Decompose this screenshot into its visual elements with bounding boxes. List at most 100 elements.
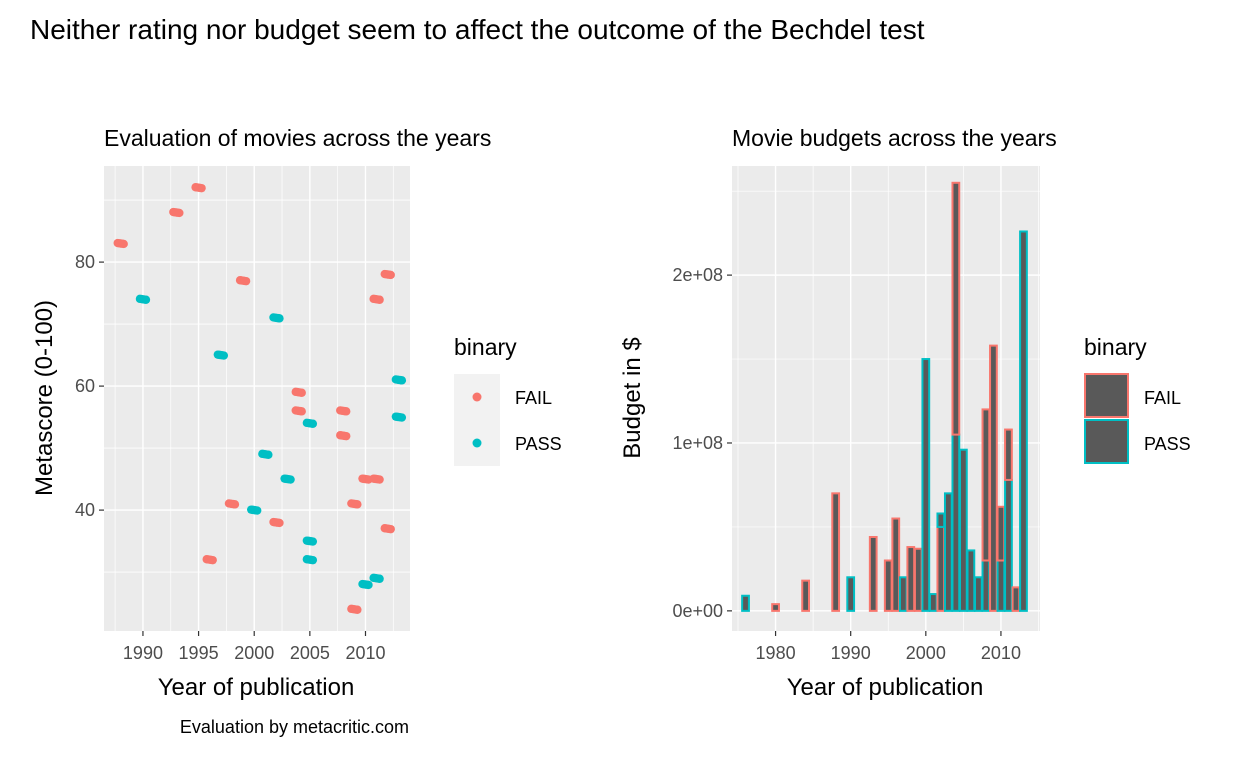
bar-segment-fail	[951, 181, 961, 436]
scatter-y-tick-label: 80	[75, 252, 95, 272]
scatter-caption: Evaluation by metacritic.com	[180, 717, 409, 737]
bar-segment-fail	[1004, 428, 1013, 481]
scatter-point-fail	[191, 183, 206, 193]
scatter-legend-title: binary	[454, 334, 517, 360]
bar-segment-pass	[741, 594, 750, 612]
scatter-plot-area	[104, 166, 410, 631]
bar-segment-fail	[936, 525, 946, 612]
bar-1999	[913, 547, 923, 612]
bar-segment-pass	[981, 559, 991, 612]
scatter-point-pass	[302, 536, 318, 546]
bar-x-tick-label: 1980	[756, 643, 796, 663]
scatter-point-pass	[258, 449, 273, 459]
scatter-x-tick-label: 1990	[123, 643, 163, 663]
bar-x-label: Year of publication	[787, 674, 984, 701]
bar-segment-pass	[974, 576, 983, 612]
scatter-x-tick-label: 2010	[345, 643, 385, 663]
scatter-point-pass	[302, 418, 318, 428]
bar-2010	[996, 505, 1006, 612]
bar-segment-fail	[906, 546, 916, 612]
scatter-point-pass	[369, 573, 384, 583]
bar-legend-title: binary	[1084, 334, 1147, 360]
scatter-title: Evaluation of movies across the years	[104, 125, 491, 151]
bar-y-tick-label: 0e+00	[672, 601, 723, 621]
scatter-point-fail	[291, 387, 306, 397]
bar-2011	[1004, 428, 1013, 612]
scatter-point-pass	[391, 375, 407, 385]
bar-1995	[883, 559, 893, 612]
bar-2013	[1019, 230, 1028, 612]
bar-segment-pass	[1004, 478, 1013, 612]
bar-segment-pass	[958, 448, 968, 612]
scatter-legend-key-pass	[472, 438, 482, 448]
scatter-point-pass	[391, 412, 407, 422]
bar-segment-fail	[981, 408, 991, 562]
bar-segment-pass	[936, 512, 946, 528]
bar-2000	[921, 358, 931, 612]
scatter-x-tick-label: 2000	[234, 643, 274, 663]
scatter-panel: Evaluation of movies across the years 19…	[31, 125, 562, 737]
bar-legend-label-pass: PASS	[1144, 434, 1191, 454]
scatter-point-pass	[358, 579, 373, 590]
bar-2002	[936, 512, 946, 612]
scatter-point-fail	[380, 269, 395, 280]
bar-panel: Movie budgets across the years 1980 1990 2…	[619, 125, 1191, 701]
bar-segment-pass	[943, 492, 953, 612]
scatter-point-fail	[235, 276, 251, 286]
bar-legend: binary FAIL PASS	[1084, 334, 1191, 464]
bar-2012	[1011, 586, 1021, 612]
bar-2006	[966, 549, 976, 612]
bar-segment-fail	[831, 492, 841, 612]
bar-segment-pass	[951, 433, 961, 612]
figure-title: Neither rating nor budget seem to affect…	[30, 14, 925, 45]
bar-2003	[943, 492, 953, 612]
scatter-point-fail	[336, 431, 351, 441]
bar-2009	[989, 344, 998, 612]
scatter-panel-background	[104, 166, 410, 631]
scatter-point-fail	[202, 555, 217, 565]
bar-1980	[771, 603, 780, 612]
scatter-legend-key-background	[454, 374, 500, 466]
scatter-point-fail	[169, 207, 184, 218]
bar-x-tick-label: 2000	[906, 643, 946, 663]
bar-1996	[891, 517, 901, 612]
bar-segment-pass	[996, 559, 1006, 612]
bar-segment-pass	[1019, 230, 1028, 612]
bar-1984	[801, 579, 810, 612]
scatter-point-pass	[135, 294, 151, 304]
bar-segment-fail	[801, 579, 810, 612]
bar-segment-fail	[1011, 586, 1021, 612]
bar-2007	[974, 576, 983, 612]
bar-1988	[831, 492, 841, 612]
bar-legend-key-pass	[1084, 419, 1129, 464]
scatter-point-fail	[291, 406, 306, 416]
bar-y-label: Budget in $	[619, 337, 646, 458]
bar-segment-fail	[891, 517, 901, 612]
bar-segment-fail	[996, 505, 1006, 562]
bar-1993	[868, 535, 878, 612]
bar-segment-pass	[898, 576, 908, 612]
bar-segment-fail	[989, 344, 998, 612]
scatter-point-pass	[269, 313, 284, 323]
scatter-point-pass	[247, 505, 262, 515]
bar-x-tick-label: 1990	[831, 643, 871, 663]
scatter-point-fail	[347, 604, 362, 614]
bar-x-tick-label: 2010	[981, 643, 1021, 663]
bar-legend-label-fail: FAIL	[1144, 388, 1181, 408]
bar-marks	[741, 181, 1028, 612]
scatter-legend-label-pass: PASS	[515, 434, 562, 454]
bar-legend-key-fail	[1084, 373, 1129, 418]
scatter-points	[113, 183, 407, 614]
bar-title: Movie budgets across the years	[732, 125, 1057, 151]
bar-1990	[846, 576, 856, 612]
scatter-point-fail	[347, 499, 362, 509]
scatter-x-tick-label: 2005	[290, 643, 330, 663]
scatter-point-fail	[336, 406, 351, 416]
bar-y-tick-label: 1e+08	[672, 433, 723, 453]
bar-segment-pass	[921, 358, 931, 612]
bar-segment-fail	[913, 547, 923, 612]
scatter-point-fail	[369, 294, 384, 304]
bar-1976	[741, 594, 750, 612]
